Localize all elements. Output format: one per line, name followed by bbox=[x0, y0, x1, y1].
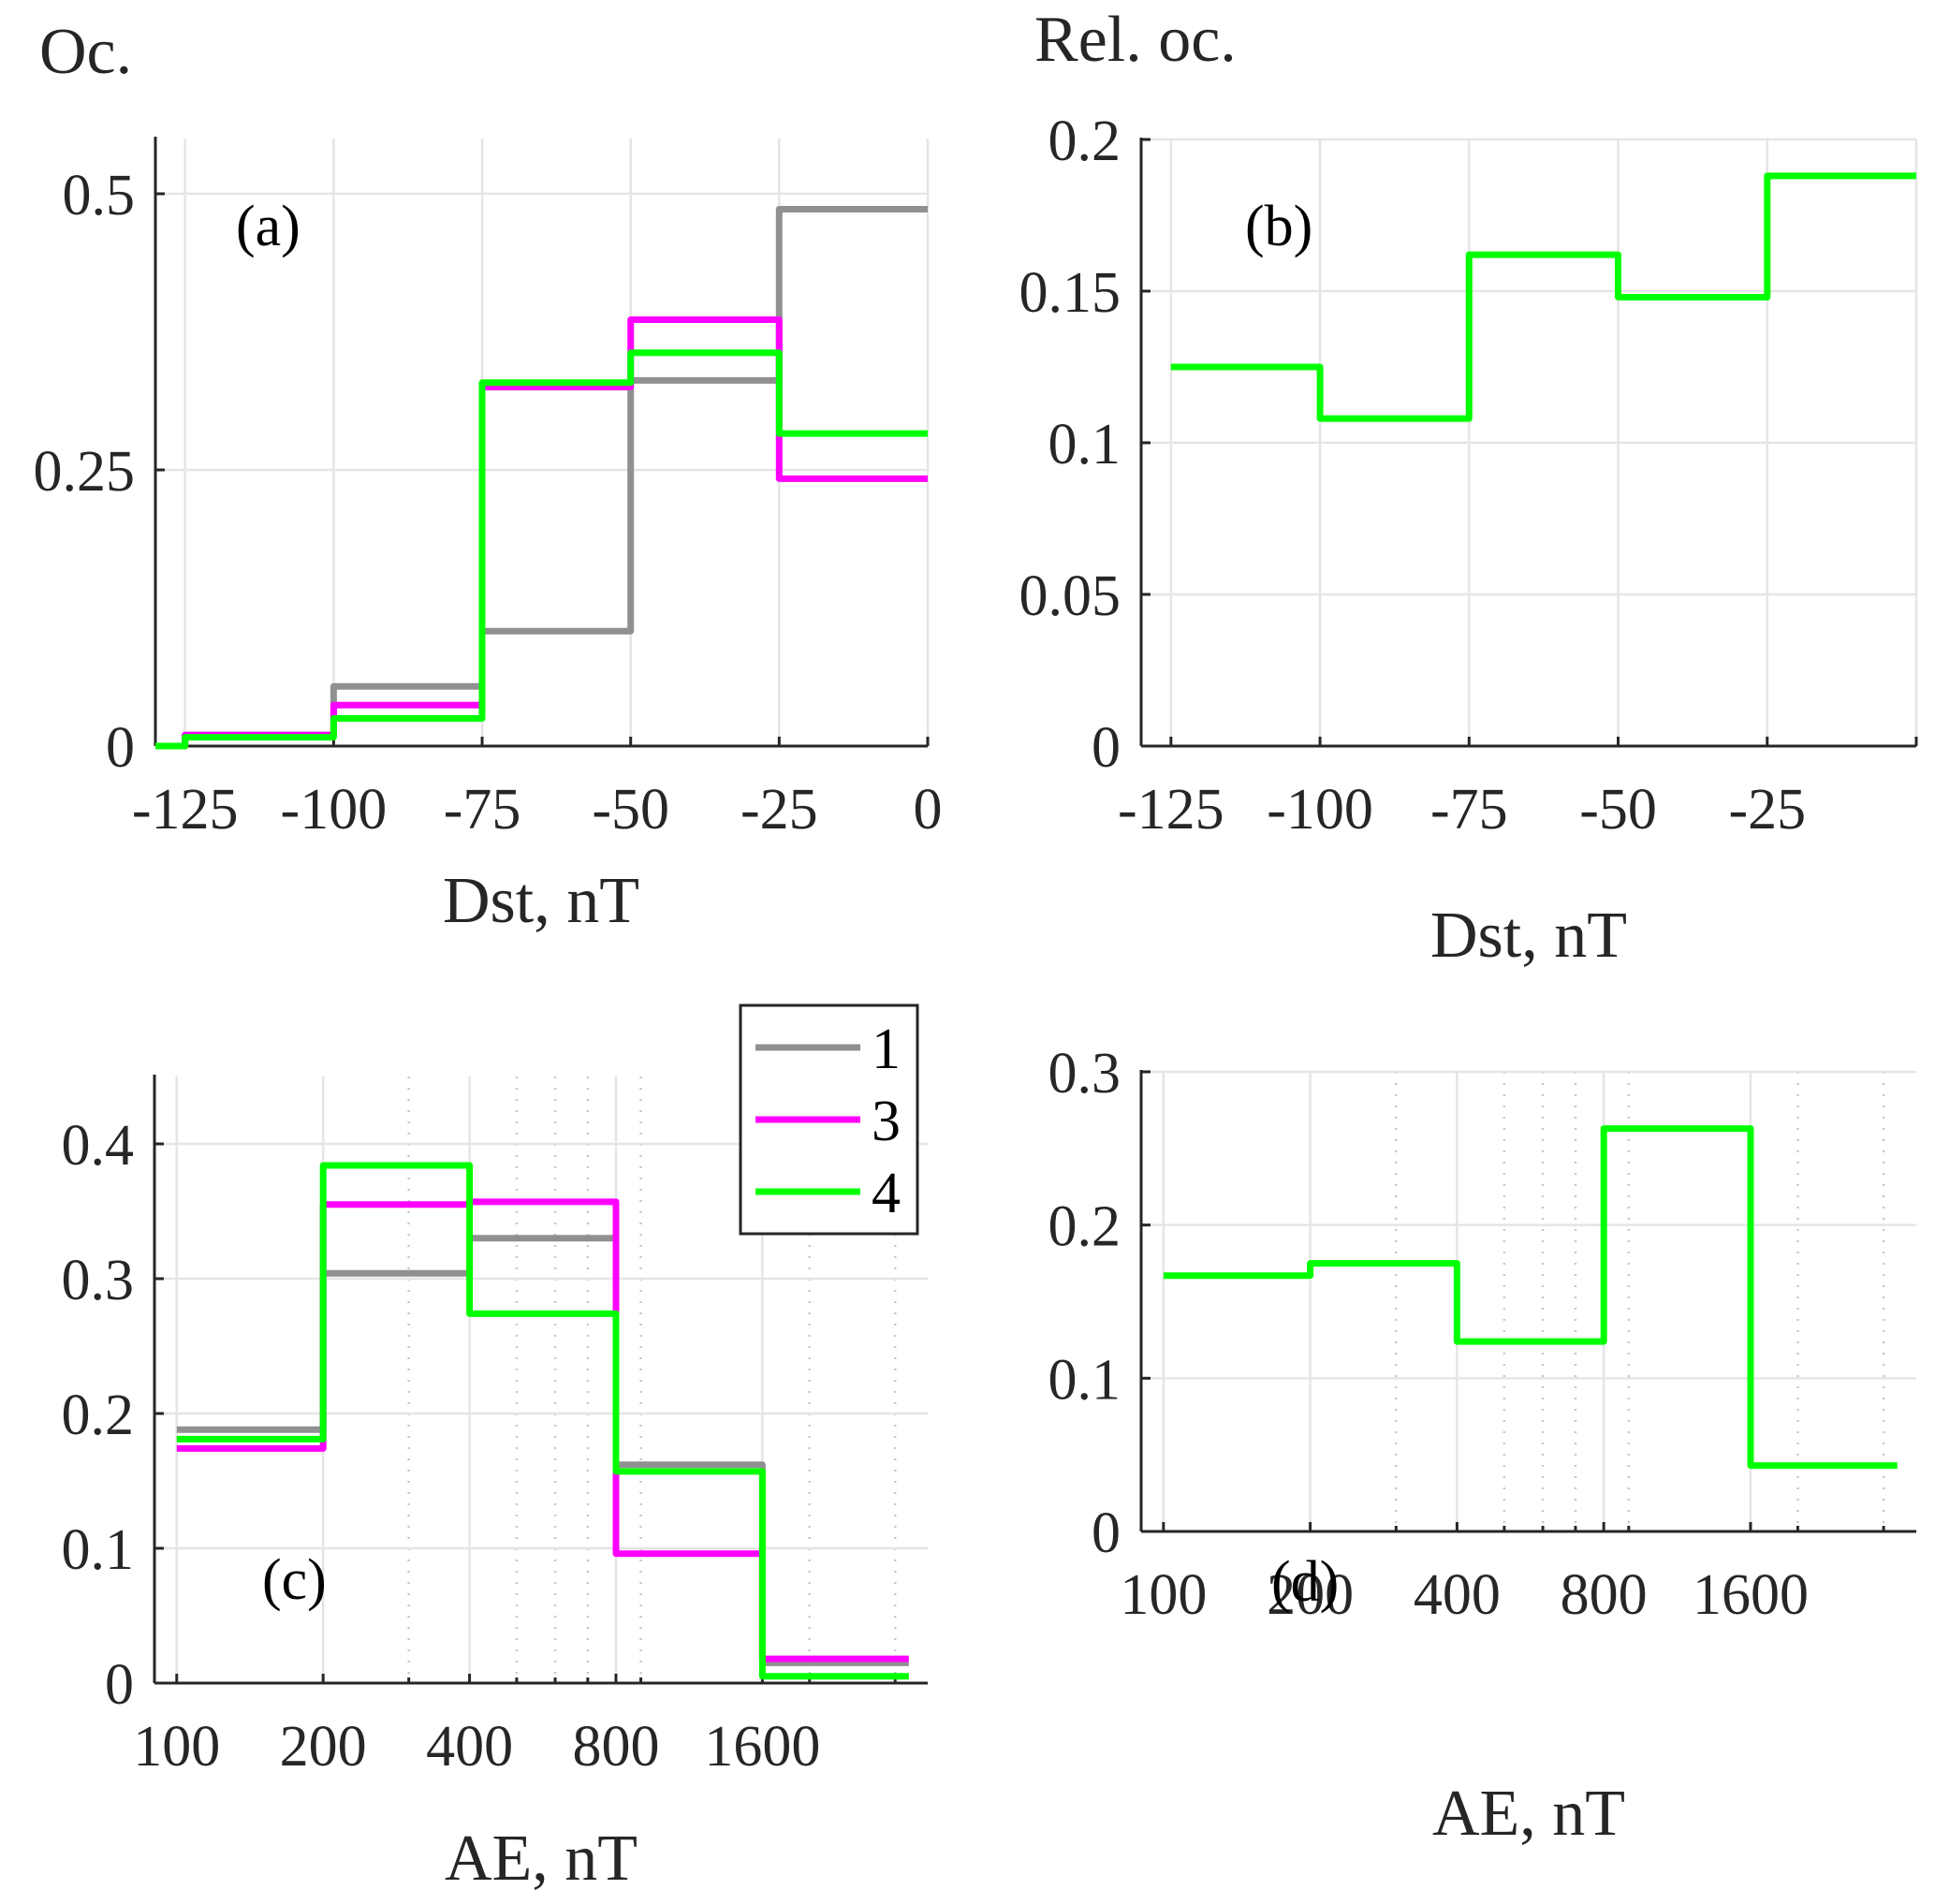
x-tick-label: -25 bbox=[740, 778, 818, 842]
y-axis-label: Rel. oc. bbox=[1034, 4, 1237, 76]
x-tick-label: -75 bbox=[1430, 778, 1508, 842]
series-4-line bbox=[1163, 1125, 1898, 1470]
series-4-line bbox=[155, 349, 928, 750]
y-tick-label: 0 bbox=[1092, 1501, 1121, 1565]
panel-label: (c) bbox=[262, 1548, 327, 1612]
y-tick-label: 0 bbox=[105, 1653, 134, 1717]
x-tick-label: 400 bbox=[1414, 1563, 1501, 1627]
x-axis-label: Dst, nT bbox=[1430, 900, 1627, 972]
panel-label: (a) bbox=[236, 195, 301, 258]
x-tick-label: -125 bbox=[1118, 778, 1224, 842]
x-tick-label: 200 bbox=[1267, 1563, 1354, 1627]
y-tick-label: 0.2 bbox=[62, 1384, 135, 1447]
x-tick-label: 100 bbox=[133, 1715, 220, 1779]
x-tick-label: 400 bbox=[426, 1715, 513, 1779]
y-tick-label: 0 bbox=[106, 716, 135, 780]
x-axis-label: AE, nT bbox=[445, 1823, 638, 1895]
y-tick-label: 0 bbox=[1092, 716, 1121, 780]
y-tick-label: 0.05 bbox=[1019, 564, 1121, 628]
x-tick-label: -50 bbox=[1579, 778, 1657, 842]
legend-label-3: 3 bbox=[872, 1090, 901, 1153]
x-tick-label: 1600 bbox=[704, 1715, 820, 1779]
x-tick-label: -50 bbox=[592, 778, 669, 842]
panel-b: 0 0.05 0.1 0.15 0.2 -125 -100 -75 -50 -25 Rel. oc.… bbox=[1019, 4, 1918, 972]
y-tick-label: 0.1 bbox=[62, 1518, 135, 1582]
x-axis-label: Dst, nT bbox=[443, 865, 639, 937]
x-tick-label: -100 bbox=[281, 778, 388, 842]
x-tick-label: 100 bbox=[1120, 1563, 1207, 1627]
series-4-line bbox=[1170, 172, 1916, 422]
legend: 1 3 4 bbox=[739, 1003, 919, 1236]
panel-label: (b) bbox=[1245, 195, 1312, 258]
x-tick-label: 1600 bbox=[1693, 1563, 1809, 1627]
x-tick-label: -125 bbox=[132, 778, 239, 842]
panel-label: (d) bbox=[1271, 1550, 1339, 1614]
y-axis-label: Oc. bbox=[39, 16, 132, 88]
y-tick-label: 0.1 bbox=[1048, 1348, 1121, 1412]
y-tick-label: 0.2 bbox=[1048, 110, 1121, 173]
y-tick-label: 0.2 bbox=[1048, 1195, 1121, 1259]
y-tick-label: 0.3 bbox=[62, 1249, 135, 1312]
y-tick-label: 0.1 bbox=[1048, 413, 1121, 476]
x-tick-label: 0 bbox=[914, 778, 943, 842]
legend-label-1: 1 bbox=[872, 1018, 901, 1081]
x-tick-label: 200 bbox=[280, 1715, 367, 1779]
x-tick-label: -25 bbox=[1728, 778, 1806, 842]
legend-label-4: 4 bbox=[872, 1162, 901, 1225]
series-4-line bbox=[176, 1162, 909, 1680]
x-tick-label: 800 bbox=[1561, 1563, 1648, 1627]
x-tick-label: 800 bbox=[572, 1715, 659, 1779]
y-tick-label: 0.5 bbox=[63, 164, 136, 227]
panel-a: 0 0.25 0.5 -125 -100 -75 -50 -25 0 Oc. Dst, nT (a) bbox=[34, 16, 943, 937]
panel-d: 0 0.1 0.2 0.3 100 200 400 800 1600 AE, nT (d) bbox=[1048, 1042, 1916, 1850]
x-tick-label: -75 bbox=[444, 778, 521, 842]
x-axis-label: AE, nT bbox=[1432, 1778, 1625, 1850]
y-tick-label: 0.3 bbox=[1048, 1042, 1121, 1106]
panel-c: 0 0.1 0.2 0.3 0.4 100 200 400 800 1600 AE, nT (c) 1 3… bbox=[62, 1003, 928, 1895]
y-tick-label: 0.25 bbox=[34, 440, 136, 504]
y-tick-label: 0.15 bbox=[1019, 261, 1121, 325]
x-tick-label: -100 bbox=[1267, 778, 1373, 842]
y-tick-label: 0.4 bbox=[62, 1114, 135, 1178]
